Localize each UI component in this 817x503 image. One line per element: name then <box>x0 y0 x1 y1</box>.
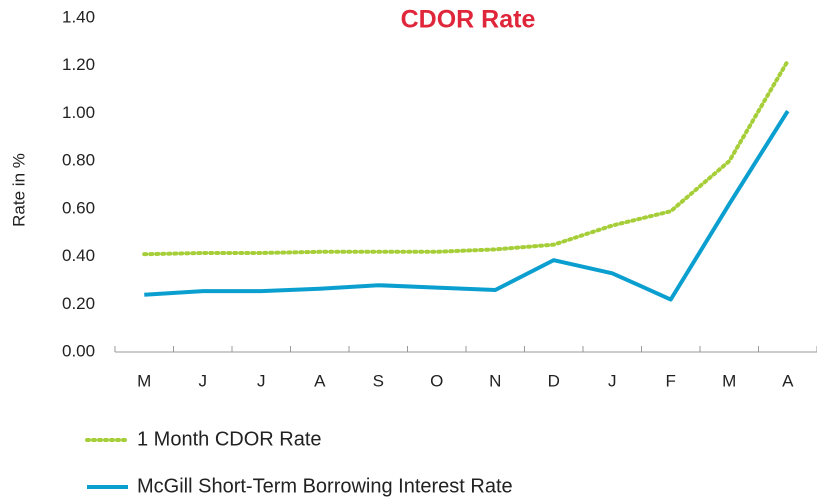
x-tick-label: A <box>782 371 794 390</box>
y-tick-label: 0.60 <box>62 198 95 217</box>
series-line <box>142 58 790 257</box>
x-tick-label: O <box>430 371 443 390</box>
series-line <box>144 109 790 302</box>
legend-label: McGill Short-Term Borrowing Interest Rat… <box>137 475 513 497</box>
y-tick-label: 1.00 <box>62 103 95 122</box>
y-tick-label: 0.20 <box>62 294 95 313</box>
x-tick-label: J <box>199 371 208 390</box>
y-tick-label: 0.80 <box>62 151 95 170</box>
y-tick-label: 1.40 <box>62 7 95 26</box>
y-axis-label: Rate in % <box>9 153 28 227</box>
x-tick-label: J <box>257 371 266 390</box>
y-tick-label: 0.40 <box>62 246 95 265</box>
x-tick-label: D <box>548 371 560 390</box>
chart-title: CDOR Rate <box>401 6 536 34</box>
legend-label: 1 Month CDOR Rate <box>137 428 322 450</box>
x-tick-label: S <box>373 371 384 390</box>
x-tick-label: J <box>608 371 617 390</box>
x-tick-label: M <box>137 371 151 390</box>
x-tick-label: M <box>722 371 736 390</box>
x-tick-label: N <box>489 371 501 390</box>
y-tick-label: 1.20 <box>62 55 95 74</box>
x-tick-label: F <box>666 371 676 390</box>
y-tick-label: 0.00 <box>62 341 95 360</box>
x-tick-label: A <box>314 371 326 390</box>
